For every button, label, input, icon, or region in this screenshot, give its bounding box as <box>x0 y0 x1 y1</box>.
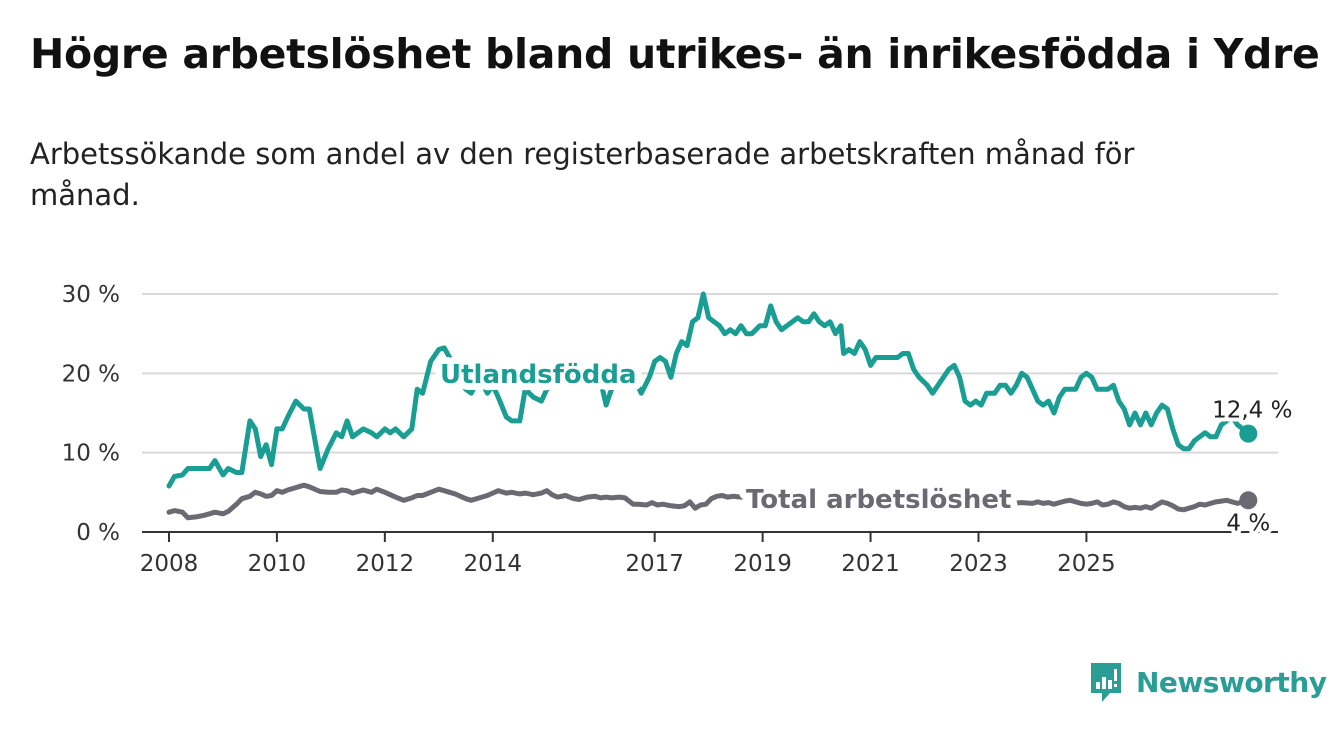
series-lines <box>166 291 1258 521</box>
brand-name: Newsworthy <box>1136 665 1327 699</box>
x-tick-label: 2014 <box>464 551 523 577</box>
x-tick-label: 2010 <box>248 551 307 577</box>
x-tick-label: 2021 <box>841 551 900 577</box>
brand[interactable]: Newsworthy <box>1088 660 1327 704</box>
line-chart: 0 % 10 % 20 % 30 % 2008 2010 2012 2014 2017 2019… <box>61 282 1297 577</box>
chart-title: Högre arbetslöshet bland utrikes- än inr… <box>30 30 1320 78</box>
x-tick-label: 2017 <box>625 551 684 577</box>
x-tick-label: 2023 <box>949 551 1008 577</box>
x-tick-label: 2008 <box>140 551 199 577</box>
gridlines <box>142 293 1278 533</box>
end-value-label-total: 4 % <box>1226 510 1270 536</box>
y-axis-ticks: 0 % 10 % 20 % 30 % <box>62 282 120 546</box>
y-tick-label: 20 % <box>62 361 120 387</box>
line-total <box>166 482 1251 521</box>
y-tick-label: 0 % <box>76 520 120 546</box>
chart-subtitle: Arbetssökande som andel av den registerb… <box>30 137 1135 212</box>
end-point-marker <box>1239 491 1258 510</box>
x-tick-label: 2019 <box>733 551 792 577</box>
series-label-utlandsfodda: Utlandsfödda <box>440 360 637 390</box>
y-tick-label: 10 % <box>62 441 120 467</box>
end-value-label-utlandsfodda: 12,4 % <box>1212 398 1292 424</box>
series-labels: Utlandsfödda Total arbetslöshet 12,4 % 4 % <box>433 353 1297 540</box>
x-tick-label: 2025 <box>1057 551 1116 577</box>
x-axis-ticks: 2008 2010 2012 2014 2017 2019 2021 2023 2025 <box>140 532 1116 577</box>
line-utlandsfodda <box>166 291 1251 489</box>
y-tick-label: 30 % <box>62 282 120 308</box>
series-label-total: Total arbetslöshet <box>746 485 1011 515</box>
end-point-marker <box>1239 424 1258 443</box>
newsworthy-logo-icon <box>1091 663 1121 702</box>
x-tick-label: 2012 <box>356 551 415 577</box>
